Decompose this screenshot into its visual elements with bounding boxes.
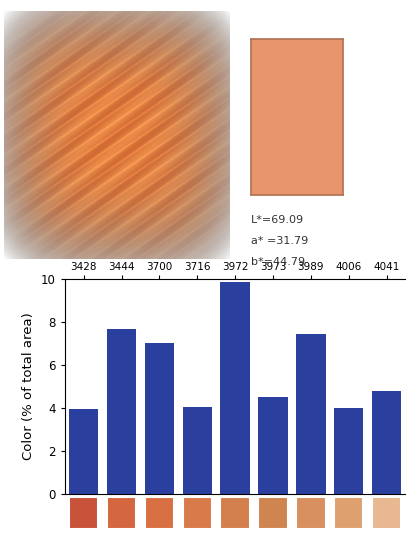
Bar xyxy=(183,497,212,529)
Bar xyxy=(258,397,288,494)
Bar xyxy=(220,497,250,529)
Text: b*=44.79: b*=44.79 xyxy=(251,257,305,267)
Bar xyxy=(145,344,174,494)
Bar xyxy=(296,497,326,529)
Bar xyxy=(145,497,174,529)
Bar xyxy=(372,497,401,529)
Text: L*=69.09: L*=69.09 xyxy=(251,215,304,225)
Bar xyxy=(69,409,99,494)
Bar xyxy=(334,408,363,494)
Bar xyxy=(69,497,99,529)
Bar xyxy=(258,497,288,529)
Bar xyxy=(220,282,250,494)
Bar xyxy=(107,497,136,529)
Bar xyxy=(296,334,326,494)
Bar xyxy=(334,497,363,529)
Bar xyxy=(372,391,401,494)
Text: a* =31.79: a* =31.79 xyxy=(251,236,308,246)
Bar xyxy=(183,407,212,494)
Bar xyxy=(107,329,136,494)
Y-axis label: Color (% of total area): Color (% of total area) xyxy=(22,312,36,460)
